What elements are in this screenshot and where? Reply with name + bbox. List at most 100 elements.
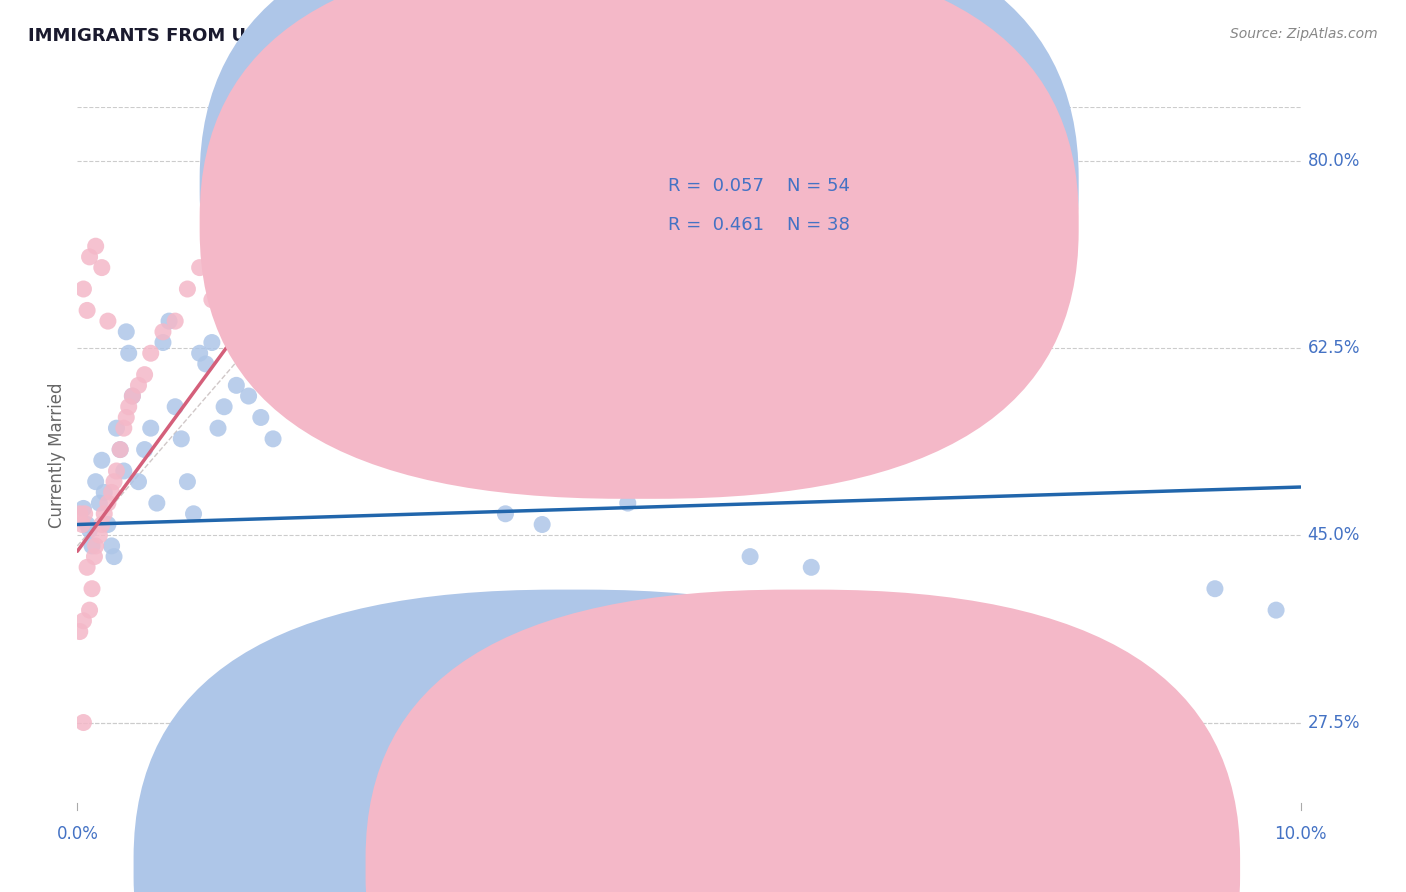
Point <box>105 464 128 478</box>
Text: 10.0%: 10.0% <box>1274 825 1327 843</box>
Text: 45.0%: 45.0% <box>1308 526 1360 544</box>
Point <box>201 293 224 307</box>
Point <box>79 523 101 537</box>
Point <box>531 517 554 532</box>
Point <box>121 389 143 403</box>
Point <box>495 507 517 521</box>
Text: 80.0%: 80.0% <box>1308 152 1360 169</box>
Point <box>79 250 101 264</box>
Point <box>121 389 143 403</box>
Point <box>83 549 105 564</box>
Point <box>165 400 187 414</box>
Point <box>93 507 115 521</box>
Point <box>146 496 169 510</box>
Point <box>1045 657 1067 671</box>
Point <box>1143 689 1166 703</box>
Point <box>800 560 823 574</box>
Point <box>108 442 131 457</box>
Point <box>72 282 94 296</box>
Point <box>80 582 103 596</box>
Point <box>112 421 135 435</box>
Point <box>194 357 217 371</box>
Point <box>165 314 187 328</box>
Point <box>262 432 284 446</box>
Text: 27.5%: 27.5% <box>1308 714 1360 731</box>
Text: Immigrants from Uganda: Immigrants from Uganda <box>595 860 787 874</box>
Point <box>89 496 111 510</box>
Point <box>188 260 211 275</box>
Point <box>127 475 149 489</box>
Text: Source: ZipAtlas.com: Source: ZipAtlas.com <box>1230 27 1378 41</box>
Point <box>89 528 111 542</box>
Point <box>72 501 94 516</box>
Point <box>152 335 174 350</box>
Point <box>93 485 115 500</box>
Text: 62.5%: 62.5% <box>1308 339 1360 357</box>
Text: Hmong: Hmong <box>827 860 882 874</box>
Point <box>76 560 98 574</box>
Point <box>90 517 112 532</box>
Point <box>69 624 91 639</box>
Point <box>76 517 98 532</box>
Point <box>134 368 156 382</box>
Point <box>183 507 205 521</box>
Point <box>617 496 640 510</box>
Point <box>170 432 193 446</box>
Point <box>188 346 211 360</box>
Point <box>100 485 122 500</box>
Point <box>84 239 107 253</box>
Text: R =  0.057    N = 54: R = 0.057 N = 54 <box>668 177 851 194</box>
Point <box>250 410 273 425</box>
Point <box>176 282 198 296</box>
Point <box>139 346 162 360</box>
Point <box>212 400 235 414</box>
Text: ZIPatlas: ZIPatlas <box>512 417 866 493</box>
Point <box>862 646 884 660</box>
Point <box>118 346 141 360</box>
Point <box>740 549 762 564</box>
Point <box>311 389 333 403</box>
Point <box>139 421 162 435</box>
Point <box>79 603 101 617</box>
Point <box>118 400 141 414</box>
Point <box>1204 582 1226 596</box>
Point <box>152 325 174 339</box>
Point <box>922 624 945 639</box>
Point <box>207 421 229 435</box>
Point <box>225 378 247 392</box>
Point <box>105 421 128 435</box>
Point <box>97 496 120 510</box>
Point <box>984 667 1007 681</box>
Point <box>97 314 120 328</box>
Point <box>76 303 98 318</box>
Point <box>579 475 602 489</box>
Point <box>127 378 149 392</box>
Point <box>84 475 107 489</box>
Point <box>115 325 138 339</box>
Point <box>100 539 122 553</box>
Point <box>73 507 96 521</box>
Point <box>176 475 198 489</box>
Point <box>287 368 309 382</box>
Point <box>433 442 456 457</box>
Point <box>103 475 125 489</box>
Point <box>678 421 700 435</box>
Point <box>238 389 260 403</box>
Text: 0.0%: 0.0% <box>56 825 98 843</box>
Point <box>134 442 156 457</box>
Point <box>212 314 235 328</box>
Point <box>201 335 224 350</box>
Point <box>157 314 180 328</box>
Text: R =  0.461    N = 38: R = 0.461 N = 38 <box>668 216 851 234</box>
Point <box>84 539 107 553</box>
Point <box>371 421 394 435</box>
Point <box>112 464 135 478</box>
Point <box>70 517 93 532</box>
Point <box>69 507 91 521</box>
Point <box>108 442 131 457</box>
Point <box>90 260 112 275</box>
Point <box>1265 603 1288 617</box>
Point <box>80 539 103 553</box>
Point <box>97 517 120 532</box>
Point <box>72 614 94 628</box>
